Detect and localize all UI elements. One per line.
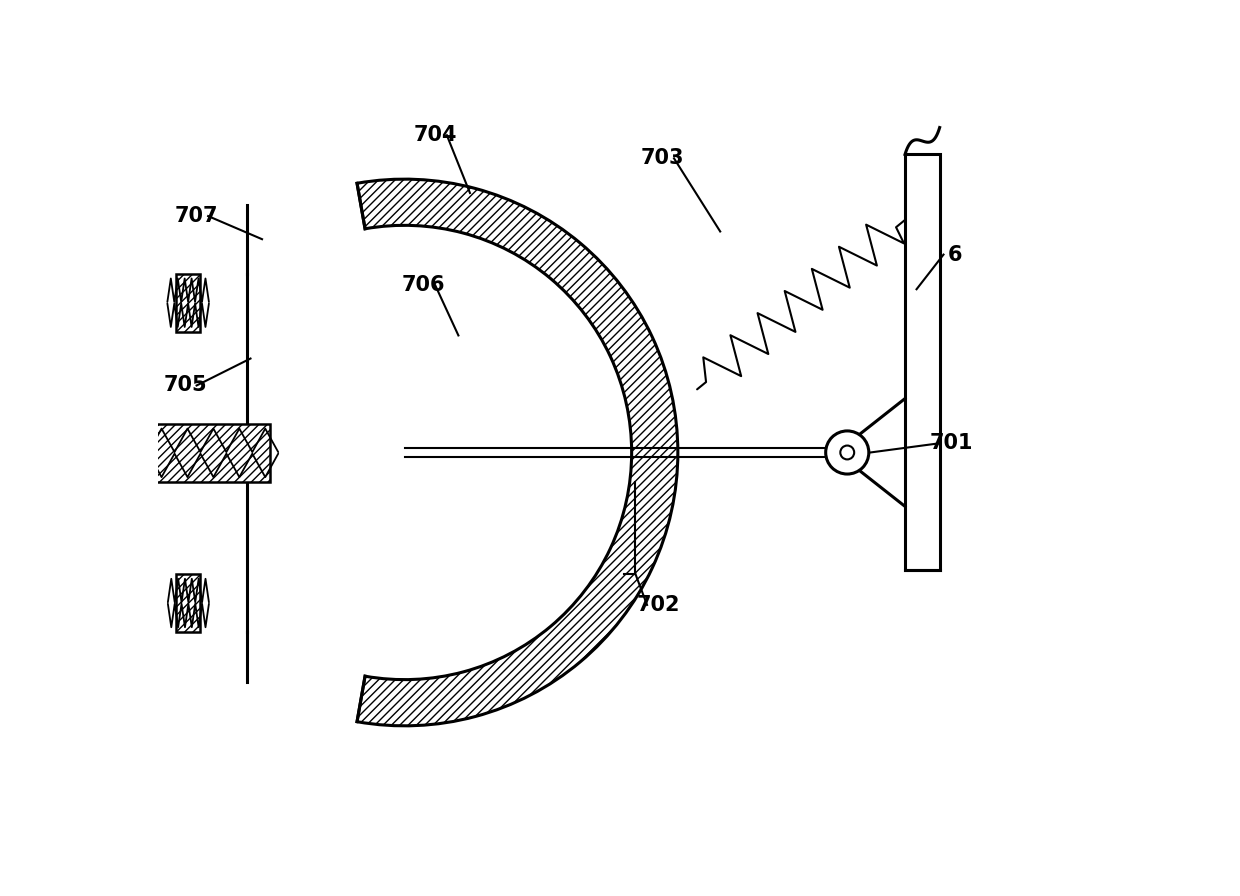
Text: 6: 6 — [947, 245, 962, 264]
Text: 701: 701 — [930, 434, 973, 453]
Wedge shape — [357, 179, 678, 726]
Circle shape — [826, 431, 869, 474]
Bar — [176, 274, 201, 332]
Text: 705: 705 — [164, 375, 207, 395]
Circle shape — [841, 445, 854, 460]
Polygon shape — [843, 399, 905, 506]
Text: 703: 703 — [641, 149, 684, 168]
Bar — [905, 154, 940, 570]
Text: 702: 702 — [637, 595, 681, 615]
Bar — [131, 424, 270, 482]
Bar — [176, 574, 201, 632]
Text: 707: 707 — [175, 206, 218, 226]
Text: 704: 704 — [414, 125, 458, 145]
Text: 706: 706 — [402, 275, 445, 296]
